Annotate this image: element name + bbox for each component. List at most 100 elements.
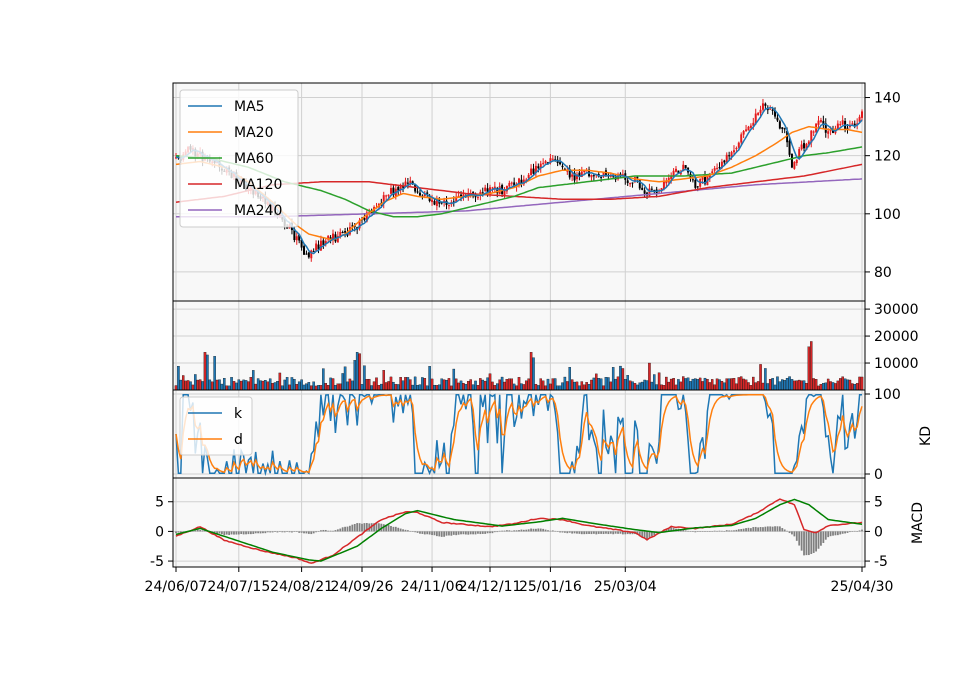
volume-bar <box>537 385 540 391</box>
macd-hist-bar <box>687 530 689 532</box>
macd-hist-bar <box>361 523 363 532</box>
volume-bar <box>556 385 559 391</box>
macd-hist-bar <box>479 531 482 535</box>
volume-bar <box>539 378 542 391</box>
legend-label-ma5: MA5 <box>234 99 265 115</box>
macd-hist-bar <box>730 530 733 532</box>
candle-body <box>300 240 303 248</box>
macd-hist-bar <box>498 530 501 532</box>
macd-hist-bar <box>199 530 202 532</box>
volume-bar <box>665 376 668 391</box>
candle-body <box>832 129 835 133</box>
macd-hist-bar <box>416 531 419 533</box>
volume-bar <box>375 377 378 391</box>
candle-body <box>510 182 513 184</box>
candle-body <box>626 180 629 184</box>
macd-hist-bar <box>585 531 588 535</box>
macd-hist-bar <box>245 531 247 535</box>
volume-bar <box>283 379 286 391</box>
macd-hist-bar <box>621 531 624 535</box>
macd-hist-bar <box>288 531 291 533</box>
candle-body <box>433 201 436 205</box>
volume-bar <box>824 382 828 391</box>
macd-hist-bar <box>747 527 750 532</box>
macd-hist-bar <box>733 530 735 532</box>
candle-body <box>411 181 414 185</box>
macd-hist-bar <box>856 531 859 532</box>
volume-bar <box>754 382 757 391</box>
volume-bar <box>737 377 741 391</box>
candle-body <box>575 174 578 180</box>
macd-hist-bar <box>237 531 240 535</box>
candle-body <box>682 164 685 172</box>
macd-hist-bar <box>573 531 576 534</box>
volume-bar <box>266 381 270 391</box>
macd-hist-bar <box>445 531 448 536</box>
candle-body <box>621 174 624 176</box>
candle-body <box>776 117 779 121</box>
volume-bar <box>814 379 818 391</box>
macd-hist-bar <box>177 531 180 533</box>
macd-hist-bar <box>588 531 590 534</box>
macd-dif-line <box>175 498 863 564</box>
macd-hist-bar <box>230 531 233 535</box>
macd-hist-bar <box>851 531 854 532</box>
volume-y-tick-label: 20000 <box>874 329 919 345</box>
macd-hist-bar <box>742 528 745 532</box>
volume-bar <box>464 384 468 391</box>
candle-body <box>493 186 496 189</box>
candle-body <box>740 134 743 143</box>
volume-bar <box>826 378 830 391</box>
volume-bar <box>800 380 803 391</box>
candle-body <box>771 109 774 111</box>
macd-hist-bar <box>433 531 436 536</box>
volume-bar <box>242 379 245 391</box>
macd-hist-bar <box>718 530 721 532</box>
candle-body <box>491 187 494 189</box>
macd-hist-bar <box>332 530 334 532</box>
macd-hist-bar <box>274 531 276 532</box>
volume-bar <box>851 383 854 391</box>
volume-bar <box>438 384 441 391</box>
candle-body <box>476 197 479 199</box>
macd-hist-bar <box>665 529 668 532</box>
candle-body <box>819 120 822 122</box>
volume-bar <box>549 383 552 391</box>
candle-body <box>392 187 395 195</box>
volume-bar <box>756 381 760 391</box>
macd-hist-bar <box>571 531 574 534</box>
macd-hist-bar <box>735 529 738 532</box>
macd-hist-bar <box>749 528 752 532</box>
volume-bar <box>382 370 385 391</box>
candle-body <box>619 173 622 175</box>
candle-body <box>650 188 653 190</box>
macd-hist-bar <box>390 526 392 532</box>
macd-hist-bar <box>706 531 709 532</box>
candle-body <box>317 244 320 250</box>
candle-body <box>539 163 542 168</box>
volume-bar <box>515 385 518 391</box>
volume-bar <box>305 383 308 391</box>
candle-body <box>795 159 798 164</box>
candle-body <box>568 169 571 178</box>
macd-hist-bar <box>262 531 264 534</box>
volume-bar <box>430 378 434 391</box>
volume-bar <box>788 376 791 391</box>
volume-bar <box>563 376 567 391</box>
volume-bar <box>759 364 762 391</box>
volume-bar <box>725 378 728 391</box>
macd-hist-bar <box>525 529 528 532</box>
volume-bar <box>198 379 202 391</box>
volume-bar <box>300 379 303 391</box>
candle-body <box>853 123 856 126</box>
macd-hist-bar <box>501 530 503 532</box>
volume-bar <box>244 380 248 391</box>
volume-bar <box>493 385 497 391</box>
volume-bar <box>570 379 574 391</box>
macd-hist-bar <box>324 529 327 532</box>
volume-bar <box>452 368 456 391</box>
kd-d-line <box>175 394 863 474</box>
legend-label-ma240: MA240 <box>234 203 282 219</box>
macd-hist-bar <box>252 531 255 534</box>
candle-body <box>718 167 721 169</box>
